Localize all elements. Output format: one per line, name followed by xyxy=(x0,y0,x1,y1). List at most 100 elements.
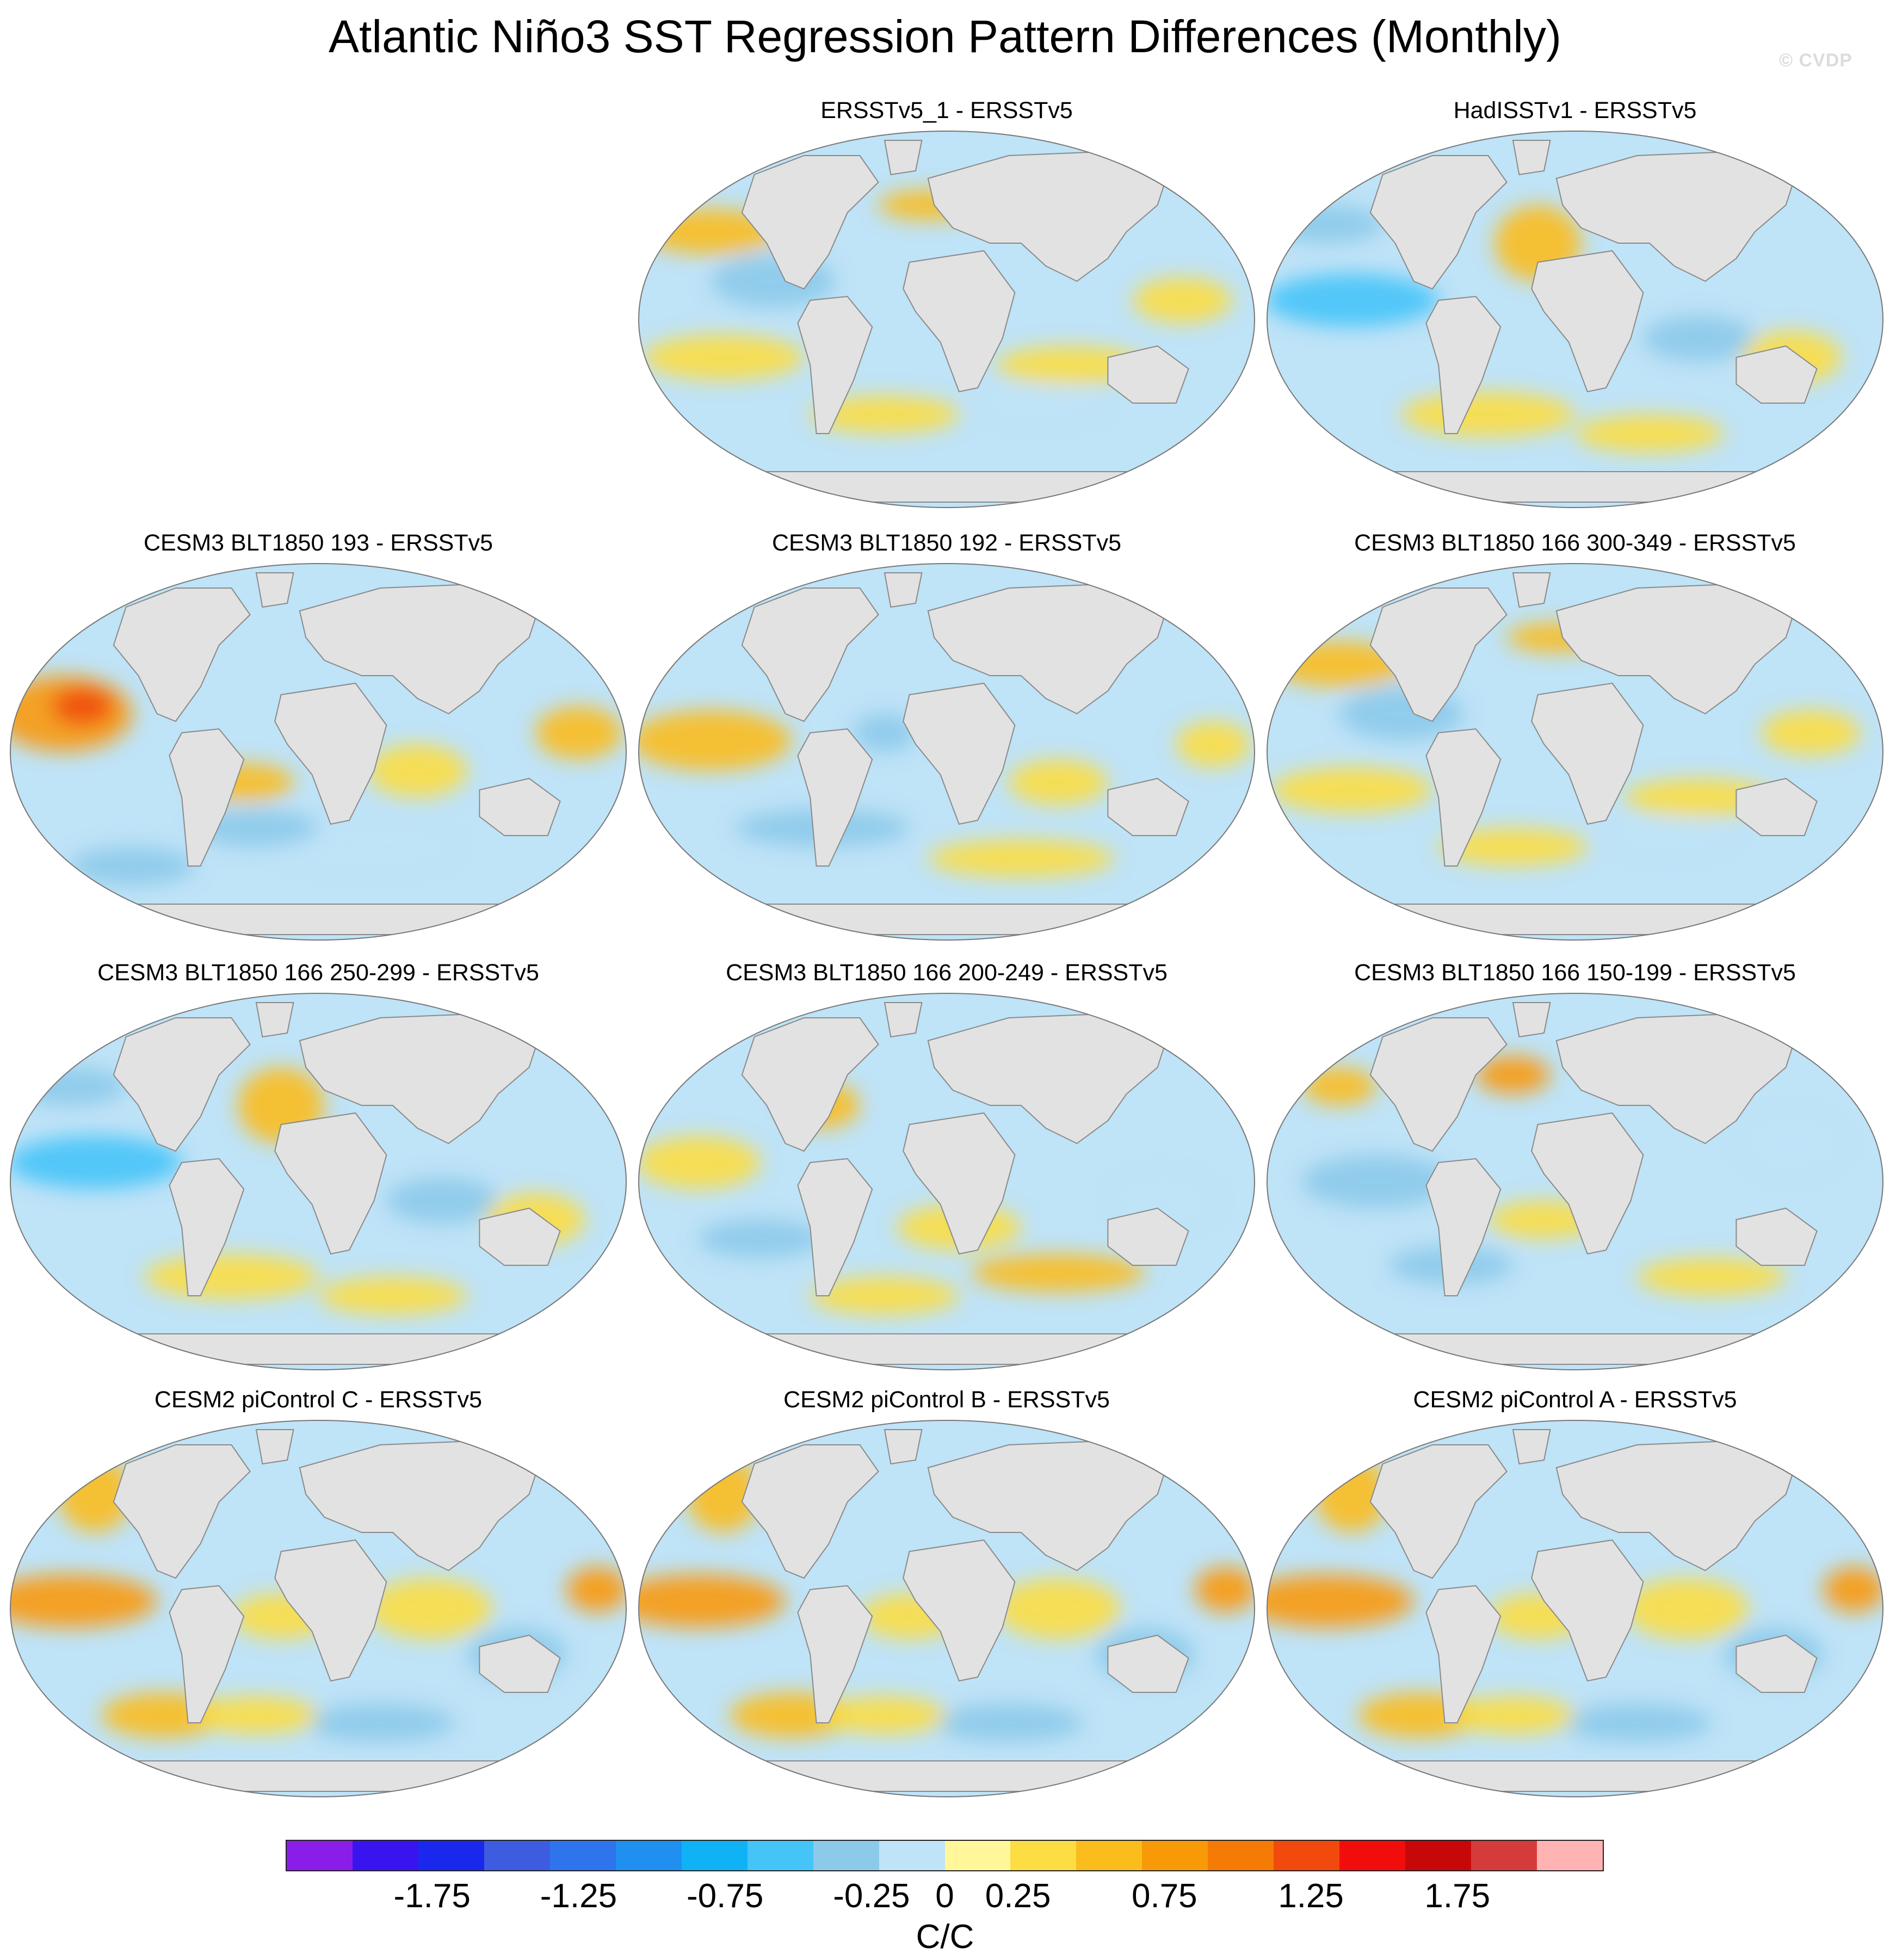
map-panel: CESM2 piControl B - ERSSTv5 xyxy=(637,1384,1257,1814)
land-mask xyxy=(274,682,387,825)
land-mask xyxy=(70,1760,567,1792)
anomaly-region xyxy=(971,1254,1145,1292)
colorbar-swatch xyxy=(1076,1841,1142,1870)
anomaly-region xyxy=(1823,1567,1883,1612)
panel-title: CESM3 BLT1850 166 250-299 - ERSSTv5 xyxy=(97,960,539,986)
land-mask xyxy=(1326,1333,1824,1365)
colorbar-units: C/C xyxy=(916,1918,974,1956)
anomaly-region xyxy=(810,395,959,434)
map-panel: CESM3 BLT1850 193 - ERSSTv5 xyxy=(8,528,628,957)
anomaly-region xyxy=(51,687,114,725)
land-mask xyxy=(884,1429,923,1465)
map-outline xyxy=(638,993,1255,1370)
anomaly-region xyxy=(144,1254,318,1300)
colorbar-swatch xyxy=(1208,1841,1274,1870)
anomaly-region xyxy=(368,744,467,797)
land-mask xyxy=(1107,777,1189,836)
land-mask xyxy=(255,1002,294,1038)
anomaly-region xyxy=(368,1578,492,1639)
land-mask xyxy=(741,588,879,722)
anomaly-region xyxy=(10,1574,157,1628)
land-mask xyxy=(1531,1112,1644,1255)
colorbar-swatch xyxy=(549,1841,616,1870)
land-mask xyxy=(1512,1429,1551,1465)
panel-title: CESM2 piControl B - ERSSTv5 xyxy=(783,1387,1110,1413)
land-mask xyxy=(1531,250,1644,393)
anomaly-region xyxy=(1475,1056,1551,1094)
land-mask xyxy=(903,1539,1016,1682)
land-mask xyxy=(1369,588,1508,722)
anomaly-region xyxy=(1562,1704,1712,1742)
map-panel: CESM2 piControl A - ERSSTv5 xyxy=(1265,1384,1885,1814)
map-panel: CESM3 BLT1850 192 - ERSSTv5 xyxy=(637,528,1257,957)
anomaly-region xyxy=(318,1277,467,1315)
anomaly-region xyxy=(386,1178,498,1223)
land-mask xyxy=(274,1112,387,1255)
colorbar-tick-label: 1.25 xyxy=(1278,1877,1344,1915)
anomaly-region xyxy=(643,335,804,380)
land-mask xyxy=(797,728,873,867)
land-mask xyxy=(1425,1585,1502,1723)
map-outline xyxy=(1267,1420,1883,1797)
sst-map xyxy=(638,993,1255,1370)
land-mask xyxy=(1531,682,1644,825)
colorbar-swatch xyxy=(418,1841,484,1870)
page-title: Atlantic Niño3 SST Regression Pattern Di… xyxy=(329,11,1561,62)
land-mask xyxy=(1107,1207,1189,1266)
land-mask xyxy=(169,1585,245,1723)
land-mask xyxy=(1512,1002,1551,1038)
land-mask xyxy=(1735,777,1818,836)
anomaly-region xyxy=(639,1136,761,1189)
anomaly-region xyxy=(535,706,622,759)
panel-title: CESM2 piControl C - ERSSTv5 xyxy=(154,1387,483,1413)
map-panel: CESM3 BLT1850 166 150-199 - ERSSTv5 xyxy=(1265,957,1885,1387)
land-mask xyxy=(797,1585,873,1723)
land-mask xyxy=(70,1333,567,1365)
colorbar-swatch xyxy=(1405,1841,1472,1870)
anomaly-region xyxy=(978,388,1102,418)
colorbar-tick-label: 0.25 xyxy=(985,1877,1051,1915)
land-mask xyxy=(797,295,873,434)
colorbar-tick-label: 0.75 xyxy=(1131,1877,1197,1915)
anomaly-region xyxy=(1133,277,1232,323)
map-outline xyxy=(638,563,1255,941)
anomaly-region xyxy=(194,1696,318,1734)
map-outline xyxy=(10,1420,627,1797)
sst-map xyxy=(10,563,627,941)
land-mask xyxy=(1512,140,1551,176)
land-mask xyxy=(1531,1539,1644,1682)
anomaly-region xyxy=(1575,415,1724,453)
land-mask xyxy=(113,1017,251,1152)
map-outline xyxy=(10,563,627,941)
anomaly-region xyxy=(934,1704,1083,1742)
sst-map xyxy=(638,563,1255,941)
land-mask xyxy=(255,572,294,608)
land-mask xyxy=(1735,345,1818,404)
anomaly-region xyxy=(639,710,792,771)
anomaly-region xyxy=(1267,1574,1414,1628)
land-mask xyxy=(741,1444,879,1579)
panel-title: CESM2 piControl A - ERSSTv5 xyxy=(1413,1387,1737,1413)
colorbar-swatch xyxy=(1537,1841,1603,1870)
anomaly-region xyxy=(1742,1117,1842,1170)
anomaly-region xyxy=(1761,710,1861,756)
sst-map xyxy=(10,1420,627,1797)
anomaly-region xyxy=(1271,767,1432,813)
map-panel: HadISSTv1 - ERSSTv5 xyxy=(1265,95,1885,525)
land-mask xyxy=(1326,1760,1824,1792)
land-mask xyxy=(113,588,251,722)
anomaly-region xyxy=(10,1136,182,1189)
map-panel: CESM3 BLT1850 166 200-249 - ERSSTv5 xyxy=(637,957,1257,1387)
anomaly-region xyxy=(1176,721,1251,767)
anomaly-region xyxy=(1195,1567,1255,1612)
map-outline xyxy=(1267,563,1883,941)
land-mask xyxy=(479,1634,561,1693)
land-mask xyxy=(479,1207,561,1266)
land-mask xyxy=(1326,904,1824,935)
anomaly-region xyxy=(1271,205,1383,243)
land-mask xyxy=(1107,1634,1189,1693)
anomaly-region xyxy=(1401,392,1575,437)
colorbar-swatch xyxy=(615,1841,682,1870)
land-mask xyxy=(884,1002,923,1038)
colorbar-swatch xyxy=(879,1841,945,1870)
